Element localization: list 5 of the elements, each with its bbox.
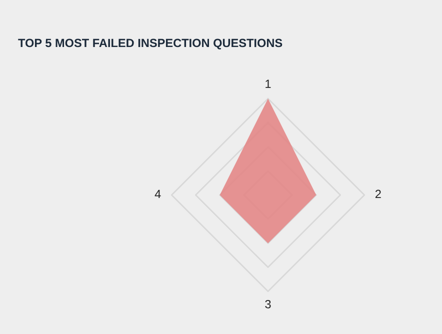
spoke-label: 2	[375, 190, 381, 198]
spoke-label: 4	[154, 190, 161, 198]
chart-title: TOP 5 MOST FAILED INSPECTION QUESTIONS	[18, 38, 282, 50]
spoke-label: 3	[265, 300, 271, 308]
spoke-label: 1	[266, 80, 271, 88]
